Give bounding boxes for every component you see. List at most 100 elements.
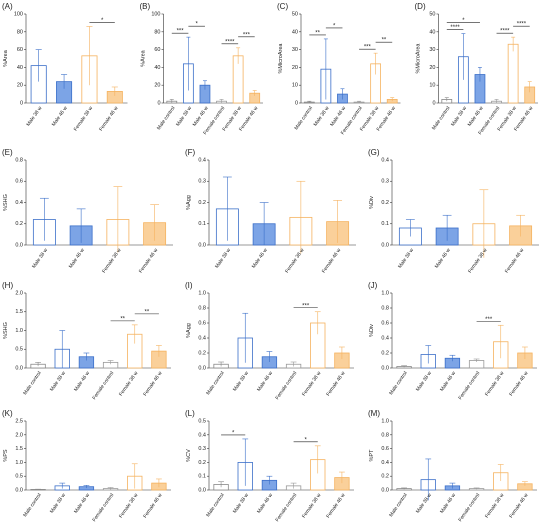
x-tick-label: Female control <box>457 492 481 523</box>
x-tick-label: Female 46 w <box>325 492 347 519</box>
y-tick-label: 0.0 <box>381 365 389 371</box>
x-tick-label: Female control <box>91 370 115 401</box>
x-tick-label: Female 46 w <box>142 492 164 519</box>
y-tick-label: 0.5 <box>198 418 206 424</box>
y-tick-label: 50 <box>429 11 435 17</box>
y-tick-label: 0.8 <box>381 305 389 311</box>
x-tick-label: Male 38 w <box>49 492 67 514</box>
y-tick-label: 0.3 <box>198 179 206 185</box>
y-tick-label: 80 <box>17 29 23 35</box>
y-axis-label: %PS <box>3 449 9 462</box>
y-tick-label: 0 <box>157 100 160 106</box>
significance-label: * <box>462 18 465 24</box>
x-tick-label: Male control <box>156 105 177 131</box>
y-axis-label: %SHG <box>3 194 9 211</box>
x-tick-label: Male 46 w <box>439 370 457 392</box>
significance-label: *** <box>485 317 493 323</box>
y-tick-label: 0.2 <box>381 474 389 480</box>
x-tick-label: Male 46 w <box>73 370 91 392</box>
y-tick-label: 20 <box>429 65 435 71</box>
x-tick-label: Female 38 w <box>467 247 489 274</box>
y-tick-label: 40 <box>154 65 160 71</box>
y-tick-label: 0.5 <box>15 347 23 353</box>
panel: (I) %Agg 0.0 0.2 0.4 0.6 0.8 1.0 Male control Mal… <box>185 281 354 401</box>
x-tick-label: Male 46 w <box>256 492 274 514</box>
panel: (L) %CV 0.0 0.1 0.2 0.3 0.4 0.5 Male control Male… <box>185 409 354 523</box>
x-tick-label: Male 38 w <box>415 492 433 514</box>
y-tick-label: 0.4 <box>15 200 23 206</box>
significance-label: **** <box>450 25 460 31</box>
y-axis-label: %Div <box>369 324 375 337</box>
panel-label: (C) <box>277 2 288 11</box>
y-tick-label: 80 <box>154 29 160 35</box>
significance-label: ** <box>315 30 320 36</box>
y-tick-label: 0.4 <box>198 432 206 438</box>
y-axis-label: %PT <box>369 449 375 462</box>
x-tick-label: Male 46 w <box>251 247 269 269</box>
panel-label: (E) <box>2 148 13 157</box>
x-tick-label: Male control <box>22 370 43 396</box>
y-tick-label: 0.2 <box>381 350 389 356</box>
y-tick-label: 0.0 <box>15 487 23 493</box>
y-tick-label: 0.0 <box>198 242 206 248</box>
x-tick-label: Male 38 w <box>31 247 49 269</box>
y-tick-label: 0.0 <box>381 487 389 493</box>
y-tick-label: 1.0 <box>381 290 389 296</box>
significance-label: * <box>333 23 336 29</box>
y-tick-label: 0.0 <box>198 487 206 493</box>
x-tick-label: Female 46 w <box>142 370 164 397</box>
panel: (K) %PS 0.0 0.5 1.0 1.5 2.0 2.5 Male control Male… <box>2 409 171 523</box>
y-tick-label: 50 <box>292 11 298 17</box>
y-tick-label: 40 <box>292 29 298 35</box>
x-tick-label: Male 38 w <box>232 492 250 514</box>
x-tick-label: Male 38 w <box>214 247 232 269</box>
y-tick-label: 0.2 <box>198 350 206 356</box>
y-tick-label: 1.0 <box>15 460 23 466</box>
y-tick-label: 1.0 <box>15 328 23 334</box>
y-tick-label: 0.2 <box>381 200 389 206</box>
x-tick-label: Female 46 w <box>98 105 120 132</box>
y-tick-label: 2.0 <box>15 432 23 438</box>
x-tick-label: Female 38 w <box>284 247 306 274</box>
x-tick-label: Female 46 w <box>508 370 530 397</box>
y-tick-label: 0.0 <box>381 242 389 248</box>
panel-label: (B) <box>140 2 151 11</box>
bar <box>507 43 519 104</box>
significance-label: **** <box>500 29 510 35</box>
x-tick-label: Male control <box>388 370 409 396</box>
y-tick-label: 100 <box>151 11 160 17</box>
significance-label: * <box>101 18 104 24</box>
panel-label: (F) <box>185 148 196 157</box>
y-tick-label: 0.6 <box>381 320 389 326</box>
y-tick-label: 1.5 <box>15 446 23 452</box>
y-axis-label: %Div <box>369 196 375 209</box>
panel-label: (K) <box>2 409 13 418</box>
y-tick-label: 0.1 <box>198 221 206 227</box>
significance-label: *** <box>302 303 310 309</box>
y-tick-label: 0.3 <box>198 446 206 452</box>
y-axis-label: %Agg <box>186 323 192 338</box>
panel-label: (M) <box>368 409 380 418</box>
x-tick-label: Female 38 w <box>101 247 123 274</box>
y-tick-label: 0.0 <box>15 365 23 371</box>
x-tick-label: Male 46 w <box>439 492 457 514</box>
y-tick-label: 2.5 <box>15 418 23 424</box>
y-tick-label: 10 <box>292 83 298 89</box>
y-tick-label: 20 <box>17 83 23 89</box>
panel: (F) %Agg 0.0 0.1 0.2 0.3 0.4 Male 38 w Male 46 w… <box>185 148 356 274</box>
y-tick-label: 0 <box>432 100 435 106</box>
y-tick-label: 10 <box>429 83 435 89</box>
y-tick-label: 2.0 <box>15 290 23 296</box>
panel-label: (G) <box>368 148 380 157</box>
x-tick-label: Male control <box>22 492 43 518</box>
y-tick-label: 0.8 <box>15 157 23 163</box>
significance-label: ** <box>382 38 387 44</box>
panel-label: (D) <box>415 2 426 11</box>
y-tick-label: 0.4 <box>381 460 389 466</box>
x-tick-label: Female 46 w <box>325 370 347 397</box>
y-tick-label: 1.5 <box>15 309 23 315</box>
significance-label: *** <box>364 45 372 51</box>
panel-label: (I) <box>185 281 193 290</box>
